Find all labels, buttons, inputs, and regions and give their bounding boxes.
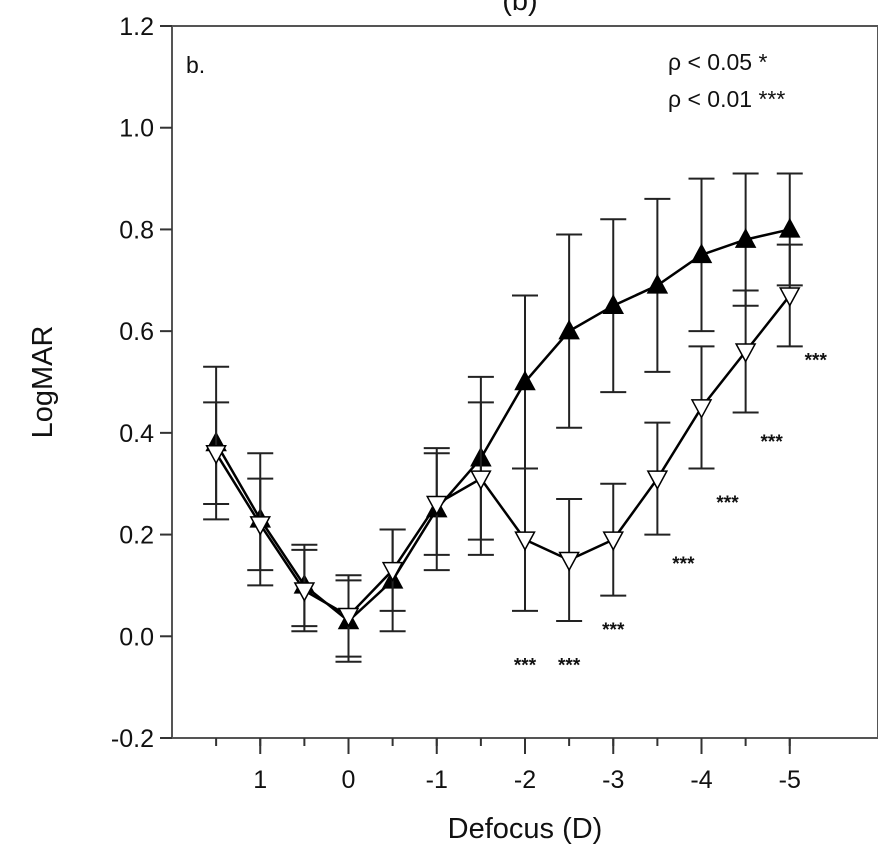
data-point-filled-triangle [734, 228, 757, 248]
data-point-filled-triangle [778, 217, 801, 238]
data-point-open-triangle [646, 470, 669, 491]
y-axis-title: LogMAR [27, 326, 59, 439]
y-tick-label: 0.6 [119, 318, 154, 346]
data-point-open-triangle [337, 607, 360, 628]
series-layer [203, 172, 803, 663]
y-tick-label: 0.0 [119, 623, 154, 651]
data-point-open-triangle [205, 444, 227, 465]
data-point-open-triangle [690, 399, 713, 420]
significance-mark: *** [672, 554, 695, 575]
significance-legend-p01: ρ < 0.01 *** [668, 86, 785, 112]
y-tick-label: 1.2 [119, 13, 154, 41]
significance-mark: *** [716, 493, 739, 514]
data-point-filled-triangle [602, 294, 625, 314]
data-point-open-triangle [778, 287, 801, 308]
significance-mark: *** [761, 432, 784, 453]
y-tick-label: -0.2 [111, 725, 154, 753]
x-tick-label: 1 [253, 766, 267, 794]
significance-marks: *** *** *** *** *** *** *** [514, 351, 828, 677]
y-tick-label: 0.8 [119, 216, 154, 244]
y-tick-label: 0.2 [119, 522, 154, 550]
significance-mark: *** [558, 656, 581, 677]
y-tick-label: 0.4 [119, 420, 154, 448]
x-tick-label: -1 [426, 766, 448, 794]
data-point-open-triangle [249, 516, 272, 536]
data-point-open-triangle [734, 343, 757, 364]
significance-mark: *** [602, 620, 625, 641]
series-1 [203, 172, 803, 663]
x-tick-label: -5 [779, 766, 801, 794]
series-line [215, 294, 791, 618]
series-line [215, 228, 791, 623]
data-point-filled-triangle [690, 243, 713, 264]
data-point-open-triangle [558, 551, 580, 572]
significance-legend-p05: ρ < 0.05 * [668, 49, 767, 75]
data-point-filled-triangle [558, 319, 580, 340]
x-tick-label: -3 [602, 766, 624, 794]
data-point-filled-triangle [514, 370, 536, 391]
top-title-fragment: (b) [502, 0, 537, 17]
y-tick-label: 1.0 [119, 115, 154, 143]
data-point-open-triangle [470, 470, 492, 491]
x-axis: 1 0 -1 -2 -3 -4 -5 [215, 738, 801, 794]
series-2 [203, 243, 803, 658]
data-point-open-triangle [514, 531, 536, 552]
panel-label: b. [186, 52, 205, 78]
data-point-open-triangle [381, 561, 404, 582]
x-axis-title: Defocus (D) [448, 813, 603, 845]
x-tick-label: -4 [690, 766, 712, 794]
data-point-open-triangle [293, 582, 316, 603]
y-axis: -0.2 0.0 0.2 0.4 0.6 0.8 1.0 1.2 [111, 13, 172, 753]
significance-mark: *** [514, 656, 537, 677]
data-point-open-triangle [425, 495, 448, 516]
significance-mark: *** [805, 351, 828, 372]
data-point-filled-triangle [646, 273, 669, 294]
data-point-open-triangle [602, 531, 625, 552]
x-tick-label: 0 [342, 766, 356, 794]
x-tick-label: -2 [514, 766, 536, 794]
